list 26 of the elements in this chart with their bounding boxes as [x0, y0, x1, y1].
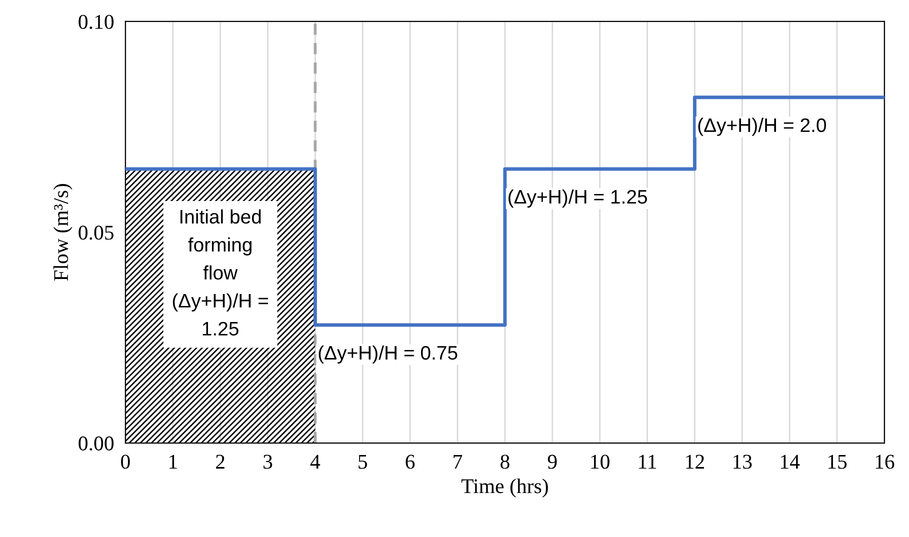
- x-tick-label: 2: [216, 454, 224, 469]
- x-tick-label: 9: [548, 454, 557, 469]
- x-tick-label: 1: [170, 454, 177, 469]
- y-tick-label: 0.10: [78, 14, 114, 30]
- x-tick-label: 6: [406, 454, 415, 469]
- annotation: Initial bed forming flow (Δy+H)/H = 1.25: [172, 209, 268, 336]
- annotation: (Δy+H)/H = 1.25: [508, 189, 648, 208]
- x-tick-label: 7: [454, 454, 462, 469]
- x-tick-label: 13: [734, 454, 752, 469]
- x-tick-label: 11: [639, 454, 656, 469]
- annotation: (Δy+H)/H = 2.0: [698, 118, 826, 136]
- x-axis-title: Time (hrs): [461, 478, 548, 498]
- x-tick-label: 0: [121, 454, 130, 469]
- x-tick-label: 12: [686, 454, 704, 469]
- annotation: (Δy+H)/H = 0.75: [318, 345, 458, 364]
- x-tick-label: 15: [828, 454, 847, 469]
- x-tick-label: 8: [500, 454, 510, 469]
- y-axis-title: Flow (m³/s): [53, 184, 72, 281]
- x-tick-label: 3: [264, 454, 272, 469]
- x-tick-label: 16: [876, 454, 894, 469]
- x-tick-label: 5: [358, 454, 368, 469]
- x-tick-label: 10: [591, 454, 610, 469]
- y-tick-label: 0.05: [78, 226, 114, 240]
- x-tick-label: 14: [780, 454, 800, 469]
- y-tick-label: 0.00: [78, 436, 114, 451]
- x-tick-label: 4: [310, 454, 320, 469]
